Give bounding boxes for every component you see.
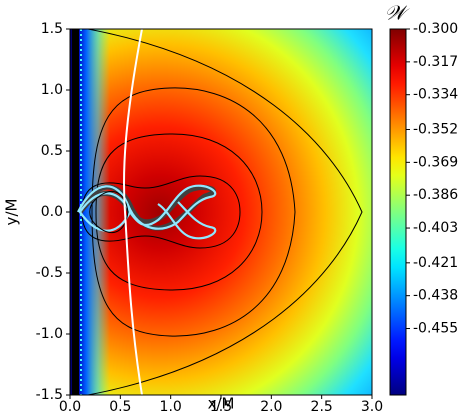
colorbar-tick-label: -0.300: [413, 21, 458, 37]
colorbar-label: 𝒲: [385, 1, 411, 25]
colorbar-tick-label: -0.317: [413, 54, 458, 70]
y-tick-label: 0.0: [41, 204, 63, 220]
colorbar-tick-label: -0.386: [413, 187, 458, 203]
heatmap: [70, 29, 372, 395]
y-tick-label: 1.0: [41, 82, 63, 98]
colorbar: [390, 29, 406, 395]
y-axis-label: y/M: [3, 199, 21, 226]
field: [70, 29, 372, 395]
colorbar-tick-label: -0.455: [413, 321, 458, 337]
x-tick-label: 0.5: [109, 399, 131, 414]
y-tick-label: -1.0: [36, 326, 63, 342]
colorbar-tick-label: -0.352: [413, 121, 458, 137]
y-tick-label: 0.5: [41, 143, 63, 159]
colorbar-tick-label: -0.403: [413, 220, 458, 236]
y-tick-label: -0.5: [36, 265, 63, 281]
horizon-band: [72, 29, 79, 395]
x-tick-label: 2.0: [260, 399, 282, 414]
x-tick-label: 3.0: [361, 399, 383, 414]
colorbar-tick-label: -0.334: [413, 87, 458, 103]
y-tick-label: -1.5: [36, 387, 63, 403]
x-tick-label: 1.5: [210, 399, 232, 414]
colorbar-tick-label: -0.438: [413, 288, 458, 304]
x-tick-label: 0.0: [59, 399, 81, 414]
y-tick-label: 1.5: [41, 21, 63, 37]
x-axis-label: x/M: [208, 395, 235, 413]
x-tick-label: 2.5: [311, 399, 333, 414]
colorbar-tick-label: -0.369: [413, 154, 458, 170]
colorbar-tick-label: -0.421: [413, 255, 458, 271]
colorbar-frame: [389, 28, 407, 396]
white-curve: [122, 29, 143, 395]
x-tick-label: 1.0: [160, 399, 182, 414]
